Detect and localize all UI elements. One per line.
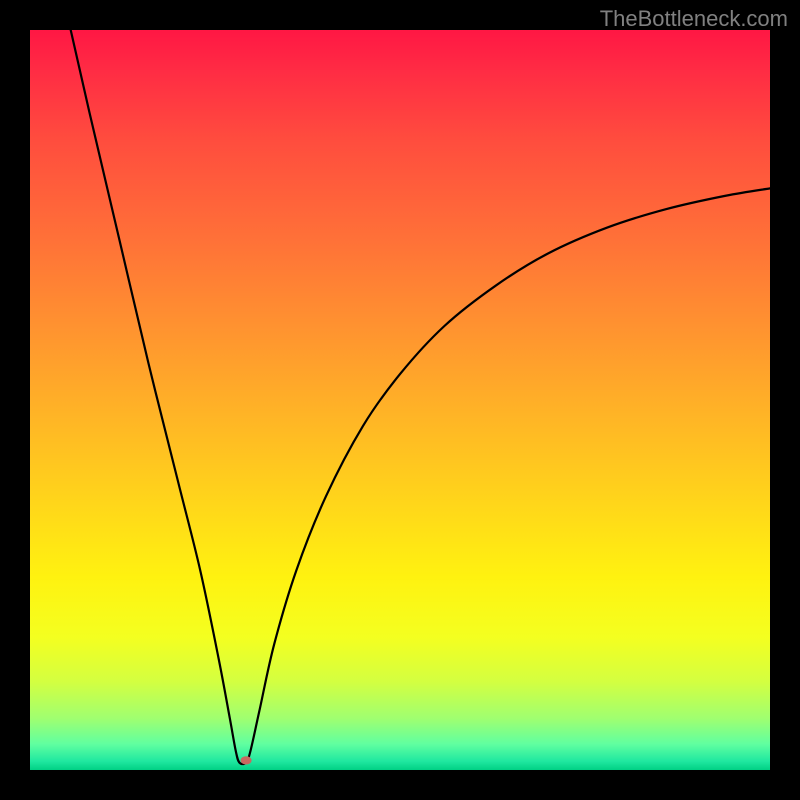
bottleneck-curve xyxy=(71,30,770,764)
watermark-text: TheBottleneck.com xyxy=(600,6,788,32)
curve-layer xyxy=(30,30,770,770)
optimum-marker xyxy=(241,757,251,764)
plot-area xyxy=(30,30,770,770)
